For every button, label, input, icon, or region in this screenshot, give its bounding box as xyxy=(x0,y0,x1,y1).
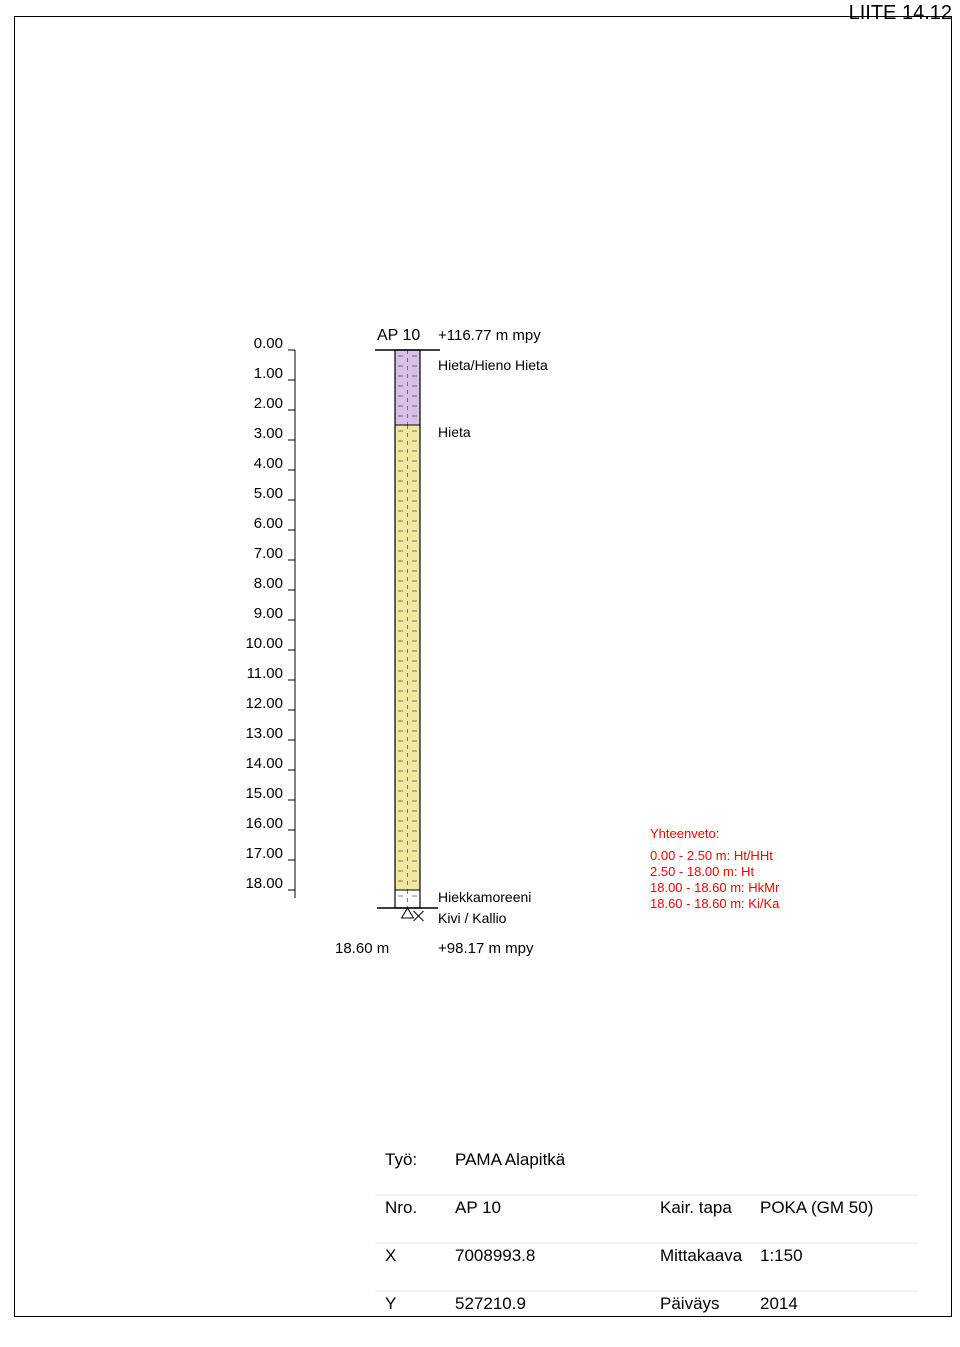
summary-title: Yhteenveto: xyxy=(650,826,719,841)
depth-tick-label: 17.00 xyxy=(245,845,283,862)
summary-line: 2.50 - 18.00 m: Ht xyxy=(650,864,754,879)
summary-line: 18.60 - 18.60 m: Ki/Ka xyxy=(650,896,780,911)
layer-label: Hieta xyxy=(438,424,471,440)
info-cell: Mittakaava xyxy=(660,1246,743,1265)
info-cell: 527210.9 xyxy=(455,1294,526,1313)
info-cell: AP 10 xyxy=(455,1198,501,1217)
borehole-svg: 0.00 1.00 2.00 3.00 4.00 5.00 6.00 7.00 8.00 9.00… xyxy=(0,0,960,1347)
info-cell: Y xyxy=(385,1294,396,1313)
info-cell: POKA (GM 50) xyxy=(760,1198,873,1217)
end-label: Kivi / Kallio xyxy=(438,910,507,926)
depth-tick-label: 18.00 xyxy=(245,875,283,892)
info-cell: Työ: xyxy=(385,1150,417,1169)
info-cell: Päiväys xyxy=(660,1294,720,1313)
depth-tick-label: 15.00 xyxy=(245,785,283,802)
depth-tick-label: 1.00 xyxy=(254,365,283,382)
borehole-id: AP 10 xyxy=(377,327,420,344)
info-cell: X xyxy=(385,1246,396,1265)
info-cell: PAMA Alapitkä xyxy=(455,1150,566,1169)
depth-tick-label: 0.00 xyxy=(254,335,283,352)
end-triangle-icon xyxy=(402,908,414,918)
layer-label: Hieta/Hieno Hieta xyxy=(438,357,548,373)
depth-tick-label: 3.00 xyxy=(254,425,283,442)
depth-tick-label: 9.00 xyxy=(254,605,283,622)
depth-tick-label: 14.00 xyxy=(245,755,283,772)
depth-tick-label: 16.00 xyxy=(245,815,283,832)
info-cell: 7008993.8 xyxy=(455,1246,535,1265)
info-cell: Kair. tapa xyxy=(660,1198,732,1217)
depth-tick-label: 4.00 xyxy=(254,455,283,472)
depth-tick-label: 2.00 xyxy=(254,395,283,412)
info-cell: Nro. xyxy=(385,1198,417,1217)
summary-line: 0.00 - 2.50 m: Ht/HHt xyxy=(650,848,773,863)
top-elevation: +116.77 m mpy xyxy=(438,327,541,344)
info-cell: 2014 xyxy=(760,1294,798,1313)
summary-line: 18.00 - 18.60 m: HkMr xyxy=(650,880,780,895)
layer-label: Hiekkamoreeni xyxy=(438,889,531,905)
bottom-elevation: +98.17 m mpy xyxy=(438,940,534,957)
depth-tick-label: 7.00 xyxy=(254,545,283,562)
info-cell: 1:150 xyxy=(760,1246,803,1265)
depth-tick-label: 13.00 xyxy=(245,725,283,742)
depth-tick-label: 8.00 xyxy=(254,575,283,592)
depth-tick-label: 5.00 xyxy=(254,485,283,502)
depth-tick-label: 11.00 xyxy=(247,665,283,682)
depth-tick-label: 10.00 xyxy=(245,635,283,652)
depth-tick-label: 12.00 xyxy=(245,695,283,712)
depth-tick-label: 6.00 xyxy=(254,515,283,532)
bottom-depth: 18.60 m xyxy=(335,940,389,957)
